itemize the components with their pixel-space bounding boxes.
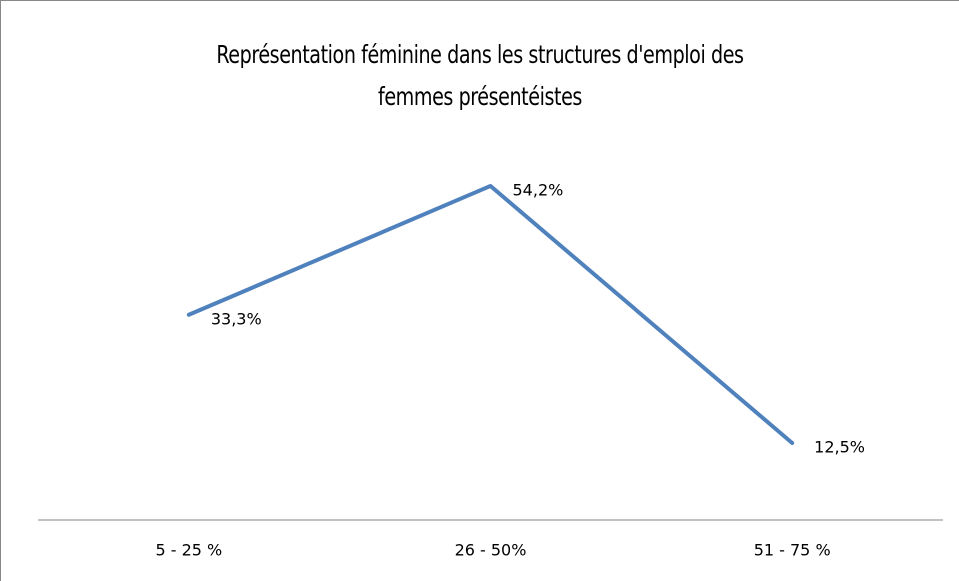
x-tick-label: 51 - 75 % [754,541,831,560]
data-label: 54,2% [513,180,564,199]
x-tick-label: 5 - 25 % [155,541,222,560]
line-series [186,183,795,445]
chart-title: Représentation féminine dans les structu… [216,40,744,111]
x-tick-label: 26 - 50% [455,541,527,560]
data-label: 33,3% [211,309,262,328]
data-label: 12,5% [814,437,865,456]
